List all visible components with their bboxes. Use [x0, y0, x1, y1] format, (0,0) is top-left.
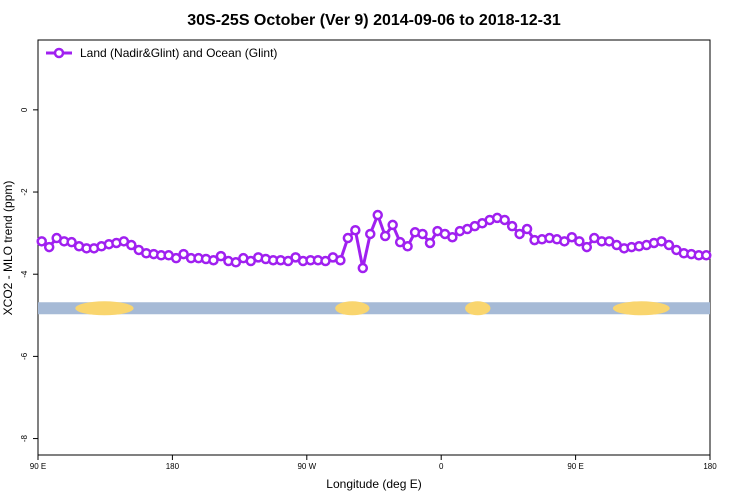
data-point	[335, 254, 346, 266]
legend-label: Land (Nadir&Glint) and Ocean (Glint)	[80, 46, 277, 60]
y-axis-label: XCO2 - MLO trend (ppm)	[1, 181, 15, 316]
data-point	[387, 219, 398, 231]
data-point	[230, 257, 242, 268]
data-point	[581, 241, 593, 253]
data-point	[566, 231, 578, 243]
land-segment	[612, 301, 670, 316]
data-point	[506, 220, 518, 232]
data-point	[424, 237, 436, 249]
data-point	[447, 231, 458, 243]
data-point	[701, 250, 712, 261]
x-tick-label: 180	[703, 462, 717, 471]
data-point	[215, 250, 227, 262]
x-axis-label: Longitude (deg E)	[326, 477, 421, 491]
land-segment	[75, 301, 134, 316]
x-tick-label: 90 E	[30, 462, 46, 471]
data-point	[36, 236, 47, 247]
y-tick-label: -6	[20, 352, 29, 360]
x-tick-label: 90 W	[297, 462, 316, 471]
data-point	[402, 241, 413, 252]
data-point	[417, 228, 428, 240]
y-tick-label: -4	[20, 270, 29, 278]
land-segment	[465, 301, 491, 316]
data-point	[574, 236, 585, 247]
x-tick-label: 0	[439, 462, 444, 471]
data-point	[521, 223, 533, 235]
data-point	[365, 228, 376, 240]
x-tick-label: 180	[166, 462, 180, 471]
data-point	[170, 252, 182, 264]
data-point	[208, 254, 219, 266]
y-tick-label: -2	[20, 188, 29, 196]
data-point	[379, 230, 391, 242]
legend-marker	[53, 47, 65, 59]
data-point	[514, 228, 525, 240]
data-point	[372, 209, 383, 221]
data-point	[342, 232, 354, 244]
data-point	[663, 239, 675, 251]
plot-frame	[37, 39, 711, 456]
land-segment	[335, 301, 370, 316]
chart-title: 30S-25S October (Ver 9) 2014-09-06 to 20…	[187, 12, 561, 29]
data-point	[350, 224, 361, 236]
data-point	[499, 214, 510, 226]
data-point	[43, 241, 55, 253]
y-tick-label: 0	[20, 107, 29, 112]
data-point	[559, 236, 570, 247]
data-point	[394, 236, 406, 248]
x-tick-label: 90 E	[567, 462, 583, 471]
data-point	[66, 236, 77, 248]
data-point	[126, 239, 137, 251]
data-point	[357, 262, 369, 274]
data-point	[178, 248, 189, 260]
y-tick-label: -8	[20, 434, 29, 442]
